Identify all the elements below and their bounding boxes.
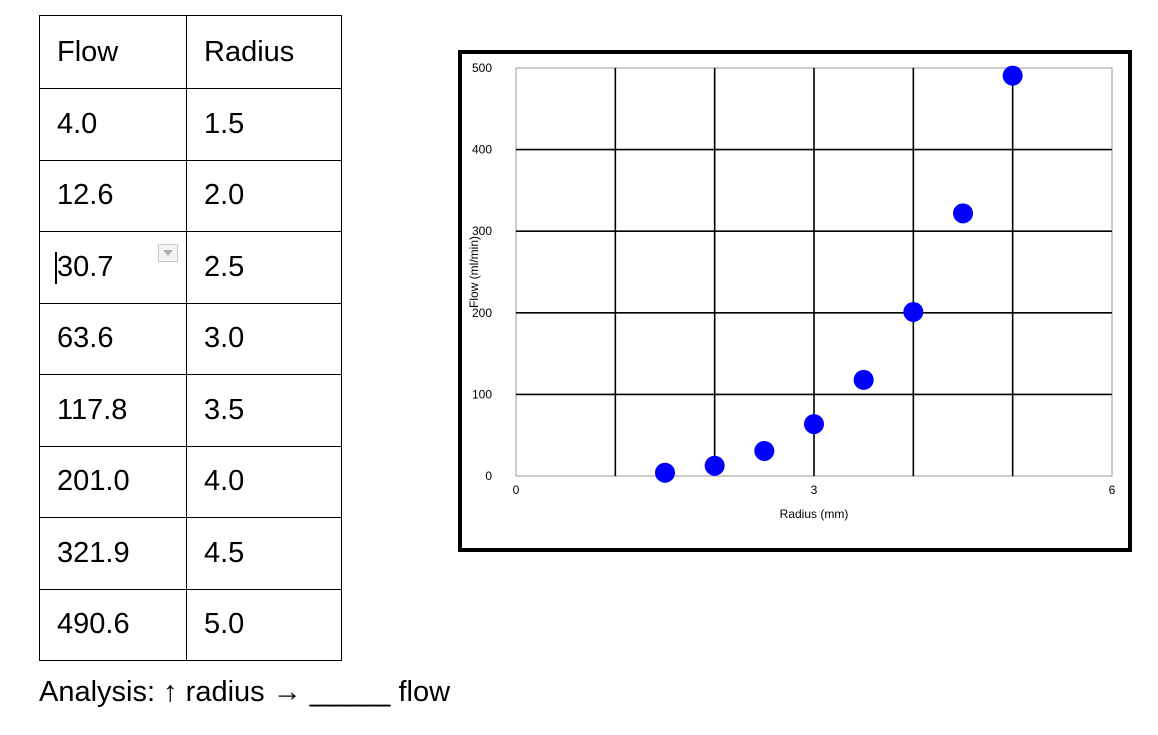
table-row: 63.6 3.0: [39, 302, 342, 375]
radius-cell[interactable]: 3.0: [186, 302, 342, 375]
table-row: 117.8 3.5: [39, 374, 342, 447]
x-axis-label: Radius (mm): [780, 507, 849, 521]
data-point: [704, 455, 725, 476]
radius-cell[interactable]: 2.0: [186, 159, 342, 232]
analysis-prompt: Analysis: ↑ radius → _____ flow: [39, 676, 451, 708]
radius-cell[interactable]: 1.5: [186, 88, 342, 161]
radius-cell[interactable]: 3.5: [186, 374, 342, 447]
table-row: 4.0 1.5: [39, 88, 342, 161]
data-point: [655, 462, 675, 483]
data-point: [853, 369, 874, 390]
y-tick-label: 0: [485, 469, 492, 483]
x-tick-label: 3: [811, 483, 818, 497]
y-tick-label: 300: [472, 224, 492, 238]
flow-cell[interactable]: 63.6: [39, 302, 187, 375]
flow-cell-value: 30.7: [57, 250, 114, 283]
flow-vs-radius-chart[interactable]: 0 3 6 0 100 200 300 400 500 Radius (mm) Flow (ml/m…: [458, 50, 1132, 552]
x-tick-label: 6: [1109, 483, 1116, 497]
chart-svg: 0 3 6 0 100 200 300 400 500 Radius (mm) Flow (ml/m…: [467, 61, 1116, 521]
table-row: 30.7 2.5: [39, 231, 342, 304]
flow-cell[interactable]: 321.9: [39, 517, 187, 590]
flow-cell[interactable]: 12.6: [39, 159, 187, 232]
flow-radius-table: Flow Radius 4.0 1.5 12.6 2.0 30.7 2.5 63…: [39, 15, 342, 661]
text-cursor: [55, 252, 57, 284]
flow-cell[interactable]: 4.0: [39, 88, 187, 161]
flow-cell[interactable]: 490.6: [39, 588, 187, 661]
y-axis-label: Flow (ml/min): [467, 236, 481, 308]
flow-cell-active[interactable]: 30.7: [39, 231, 187, 304]
table-row: 490.6 5.0: [39, 588, 342, 661]
radius-cell[interactable]: 4.0: [186, 445, 342, 518]
radius-cell[interactable]: 5.0: [186, 588, 342, 661]
data-point: [953, 203, 973, 224]
cell-dropdown-icon[interactable]: [158, 244, 178, 262]
data-point: [1002, 65, 1023, 86]
header-radius[interactable]: Radius: [186, 15, 342, 89]
y-tick-label: 100: [472, 387, 492, 401]
table-header-row: Flow Radius: [39, 15, 342, 89]
data-point: [903, 301, 924, 322]
data-point: [754, 440, 775, 461]
flow-cell[interactable]: 201.0: [39, 445, 187, 518]
radius-cell[interactable]: 4.5: [186, 517, 342, 590]
y-tick-label: 500: [472, 61, 492, 75]
data-point: [804, 414, 824, 435]
radius-cell[interactable]: 2.5: [186, 231, 342, 304]
x-tick-label: 0: [513, 483, 520, 497]
table-row: 201.0 4.0: [39, 445, 342, 518]
header-flow[interactable]: Flow: [39, 15, 187, 89]
y-tick-label: 200: [472, 306, 492, 320]
y-tick-label: 400: [472, 143, 492, 157]
table-row: 321.9 4.5: [39, 517, 342, 590]
table-row: 12.6 2.0: [39, 159, 342, 232]
flow-cell[interactable]: 117.8: [39, 374, 187, 447]
